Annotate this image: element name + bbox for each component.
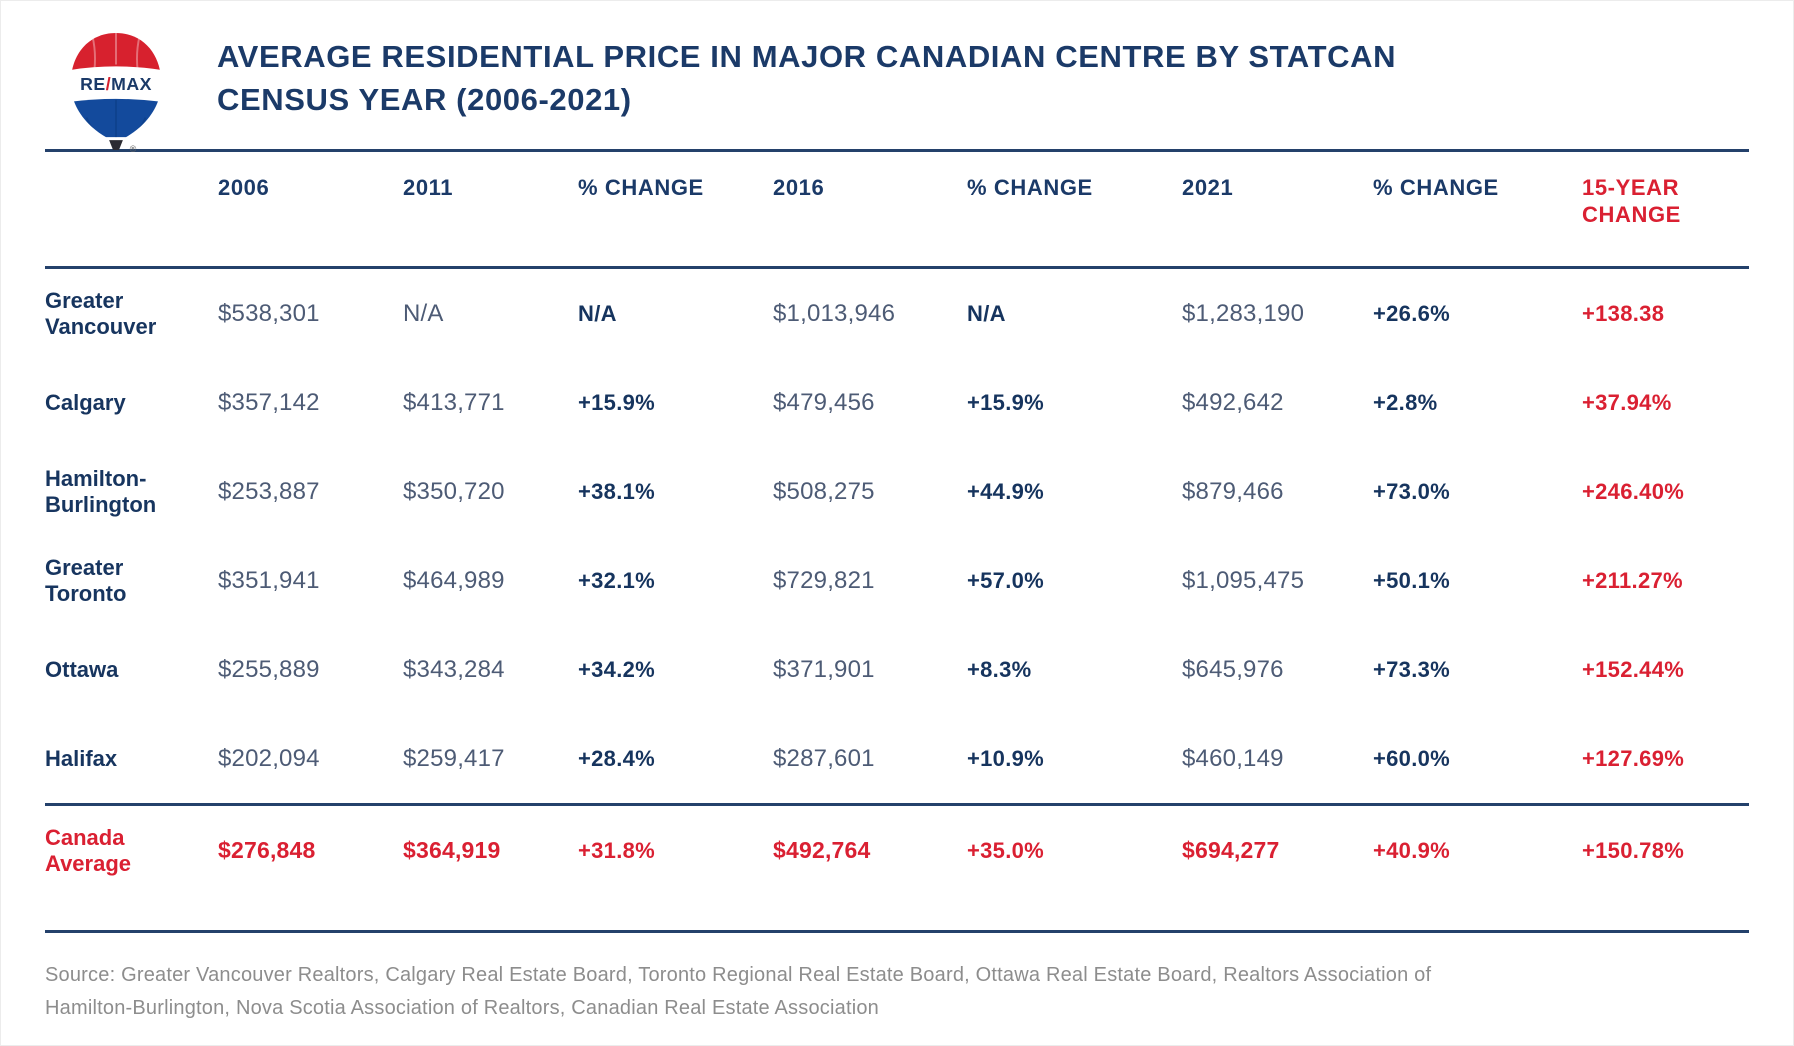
- cell-pct-change-1: +31.8%: [578, 837, 656, 863]
- cell-2011: $343,284: [403, 655, 505, 683]
- cell-2011: $413,771: [403, 388, 505, 416]
- cell-2021: $879,466: [1182, 477, 1284, 505]
- cell-2006: $253,887: [218, 477, 320, 505]
- table-row: Greater Vancouver $538,301 N/A N/A $1,013,94…: [45, 269, 1749, 358]
- cell-2006: $357,142: [218, 388, 320, 416]
- price-table: 2006 2011 % CHANGE 2016 % CHANGE 2021 % …: [45, 149, 1749, 933]
- cell-pct-change-2: +35.0%: [967, 837, 1045, 863]
- cell-pct-change-1: +38.1%: [578, 478, 656, 504]
- cell-2011: N/A: [403, 299, 444, 327]
- col-header-2016: 2016: [773, 175, 825, 200]
- cell-2016: $371,901: [773, 655, 875, 683]
- cell-pct-change-2: +15.9%: [967, 389, 1045, 415]
- cell-15-year-change: +127.69%: [1582, 745, 1685, 771]
- col-header-2021: 2021: [1182, 175, 1234, 200]
- cell-2021: $645,976: [1182, 655, 1284, 683]
- cell-2006: $202,094: [218, 744, 320, 772]
- cell-2016: $508,275: [773, 477, 875, 505]
- cell-pct-change-3: +73.0%: [1373, 478, 1451, 504]
- remax-balloon-icon: RE/MAX ®: [70, 33, 162, 154]
- cell-2011: $464,989: [403, 566, 505, 594]
- title-line-1: AVERAGE RESIDENTIAL PRICE IN MAJOR CANAD…: [217, 39, 1397, 74]
- table-row: Ottawa $255,889 $343,284 +34.2% $371,901 +8.3…: [45, 625, 1749, 714]
- cell-pct-change-2: N/A: [967, 300, 1006, 326]
- cell-2021: $1,095,475: [1182, 566, 1305, 594]
- cell-2016: $479,456: [773, 388, 875, 416]
- cell-15-year-change: +138.38: [1582, 300, 1665, 326]
- row-label: Greater Vancouver: [45, 287, 157, 339]
- logo-text-slash: /: [106, 74, 111, 94]
- logo-text-re: RE: [80, 74, 106, 94]
- table-row: Hamilton-Burlington $253,887 $350,720 +38.1…: [45, 447, 1749, 536]
- cell-2016: $729,821: [773, 566, 875, 594]
- table-body: Greater Vancouver $538,301 N/A N/A $1,013,94…: [45, 269, 1749, 803]
- cell-pct-change-2: +57.0%: [967, 567, 1045, 593]
- cell-pct-change-2: +44.9%: [967, 478, 1045, 504]
- row-label: Calgary: [45, 389, 126, 415]
- masthead: RE/MAX ® AVERAGE RESIDENTIAL PRICE IN MA…: [1, 1, 1793, 154]
- col-header-pct-change-2: % CHANGE: [967, 175, 1093, 200]
- cell-2021: $694,277: [1182, 837, 1280, 863]
- page-title: AVERAGE RESIDENTIAL PRICE IN MAJOR CANAD…: [217, 25, 1396, 121]
- cell-2011: $364,919: [403, 837, 501, 863]
- cell-2021: $1,283,190: [1182, 299, 1305, 327]
- summary-row: Canada Average $276,848 $364,919 +31.8% $492…: [45, 806, 1749, 895]
- cell-2016: $287,601: [773, 744, 875, 772]
- balloon-basket: [109, 140, 123, 151]
- cell-pct-change-3: +40.9%: [1373, 837, 1451, 863]
- table-header-row: 2006 2011 % CHANGE 2016 % CHANGE 2021 % …: [45, 149, 1749, 269]
- cell-pct-change-3: +2.8%: [1373, 389, 1438, 415]
- cell-pct-change-1: +34.2%: [578, 656, 656, 682]
- cell-pct-change-2: +8.3%: [967, 656, 1032, 682]
- table-row: Greater Toronto $351,941 $464,989 +32.1% $72…: [45, 536, 1749, 625]
- col-header-pct-change-3: % CHANGE: [1373, 175, 1499, 200]
- cell-2011: $259,417: [403, 744, 505, 772]
- cell-15-year-change: +152.44%: [1582, 656, 1685, 682]
- cell-15-year-change: +37.94%: [1582, 389, 1672, 415]
- cell-2021: $492,642: [1182, 388, 1284, 416]
- col-header-pct-change-1: % CHANGE: [578, 175, 704, 200]
- cell-2016: $1,013,946: [773, 299, 896, 327]
- cell-pct-change-3: +26.6%: [1373, 300, 1451, 326]
- cell-2006: $538,301: [218, 299, 320, 327]
- cell-2021: $460,149: [1182, 744, 1284, 772]
- cell-pct-change-3: +50.1%: [1373, 567, 1451, 593]
- row-label: Ottawa: [45, 656, 119, 682]
- row-label: Greater Toronto: [45, 554, 127, 606]
- row-label: Hamilton-Burlington: [45, 465, 157, 517]
- col-header-blank: [45, 152, 218, 174]
- col-header-15-year-change: 15-YEAR CHANGE: [1582, 175, 1681, 227]
- cell-2006: $276,848: [218, 837, 316, 863]
- registered-mark: ®: [130, 144, 137, 154]
- cell-pct-change-1: +15.9%: [578, 389, 656, 415]
- row-label: Halifax: [45, 745, 118, 771]
- table-row: Halifax $202,094 $259,417 +28.4% $287,601 +10…: [45, 714, 1749, 803]
- cell-15-year-change: +211.27%: [1582, 567, 1683, 593]
- cell-15-year-change: +246.40%: [1582, 478, 1685, 504]
- logo-text-max: MAX: [111, 74, 152, 94]
- cell-pct-change-1: +32.1%: [578, 567, 656, 593]
- row-label: Canada Average: [45, 824, 132, 876]
- cell-2006: $255,889: [218, 655, 320, 683]
- remax-balloon-logo: RE/MAX ®: [57, 27, 175, 162]
- summary-block: Canada Average $276,848 $364,919 +31.8% $492…: [45, 803, 1749, 933]
- col-header-2011: 2011: [403, 175, 454, 200]
- cell-pct-change-2: +10.9%: [967, 745, 1045, 771]
- cell-pct-change-3: +73.3%: [1373, 656, 1451, 682]
- cell-2006: $351,941: [218, 566, 320, 594]
- cell-2016: $492,764: [773, 837, 871, 863]
- cell-2011: $350,720: [403, 477, 505, 505]
- table-row: Calgary $357,142 $413,771 +15.9% $479,456 +15…: [45, 358, 1749, 447]
- col-header-2006: 2006: [218, 175, 270, 200]
- source-note: Source: Greater Vancouver Realtors, Calg…: [45, 964, 1432, 1019]
- title-line-2: CENSUS YEAR (2006-2021): [217, 82, 632, 117]
- cell-pct-change-1: +28.4%: [578, 745, 656, 771]
- svg-text:RE/MAX: RE/MAX: [80, 74, 152, 94]
- cell-pct-change-1: N/A: [578, 300, 617, 326]
- cell-15-year-change: +150.78%: [1582, 837, 1685, 863]
- cell-pct-change-3: +60.0%: [1373, 745, 1451, 771]
